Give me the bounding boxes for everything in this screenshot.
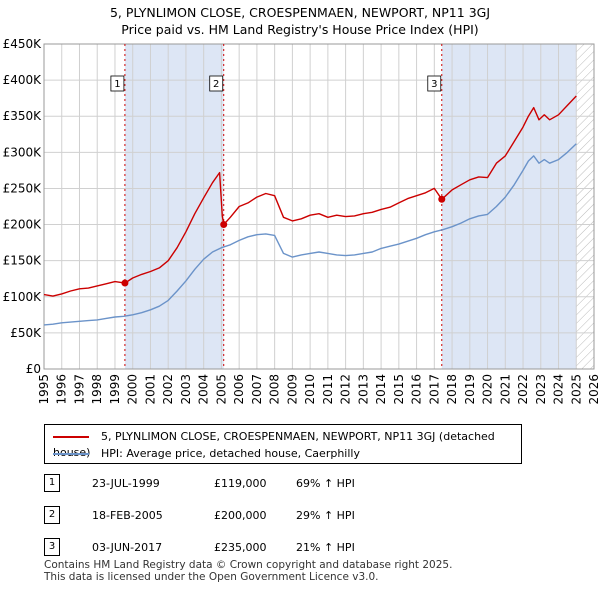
sale-label-number: 2 [213, 79, 219, 90]
x-tick-label: 2022 [516, 374, 530, 405]
x-tick-label: 2005 [214, 374, 228, 405]
legend: 5, PLYNLIMON CLOSE, CROESPENMAEN, NEWPOR… [44, 424, 522, 464]
x-tick-label: 2021 [498, 374, 512, 405]
y-tick-label: £450K [3, 37, 43, 51]
footer-attribution: Contains HM Land Registry data © Crown c… [44, 559, 453, 583]
sale-hpi-change: 69% ↑ HPI [296, 477, 355, 490]
x-tick-label: 2007 [250, 374, 264, 405]
x-tick-label: 2018 [445, 374, 459, 405]
y-tick-label: £250K [3, 181, 43, 195]
sale-point [121, 279, 129, 287]
chart-title: 5, PLYNLIMON CLOSE, CROESPENMAEN, NEWPOR… [0, 4, 600, 38]
y-tick-label: £350K [3, 109, 43, 123]
legend-label-property: 5, PLYNLIMON CLOSE, CROESPENMAEN, NEWPOR… [53, 430, 495, 459]
x-tick-label: 2011 [321, 374, 335, 405]
y-tick-label: £400K [3, 73, 43, 87]
y-tick-label: £300K [3, 145, 43, 159]
x-tick-label: 2008 [268, 374, 282, 405]
sale-price: £119,000 [214, 477, 267, 490]
x-tick-label: 1999 [108, 374, 122, 405]
x-tick-label: 2010 [303, 374, 317, 405]
hpi-line [44, 143, 577, 326]
x-tick-label: 2025 [569, 374, 583, 405]
x-tick-label: 1996 [55, 374, 69, 405]
sale-price: £235,000 [214, 541, 267, 554]
y-tick-label: £150K [3, 254, 43, 268]
chart-title-line1: 5, PLYNLIMON CLOSE, CROESPENMAEN, NEWPOR… [109, 5, 491, 20]
x-tick-label: 1997 [72, 374, 86, 405]
x-tick-label: 2000 [126, 374, 140, 405]
line-chart: £0 £50K £100K £150K £200K £250K £300K £350K £400… [3, 37, 600, 405]
x-tick-label: 2006 [232, 374, 246, 405]
x-tick-label: 1995 [37, 374, 51, 405]
y-tick-label: £200K [3, 218, 43, 232]
sale-date: 18-FEB-2005 [92, 509, 163, 522]
y-tick-label: £0 [26, 362, 41, 376]
sale-point [438, 195, 446, 203]
x-tick-label: 2014 [374, 374, 388, 405]
footer-line2: This data is licensed under the Open Gov… [44, 570, 379, 583]
x-tick-label: 2003 [179, 374, 193, 405]
legend-item-property: 5, PLYNLIMON CLOSE, CROESPENMAEN, NEWPOR… [53, 429, 521, 459]
y-tick-label: £100K [3, 290, 43, 304]
sale-label-box [110, 75, 125, 92]
sale-number-badge: 3 [44, 538, 60, 556]
footer-line1: Contains HM Land Registry data © Crown c… [44, 559, 453, 571]
legend-swatch-property [53, 436, 89, 438]
property-price-line [44, 95, 577, 297]
sale-date: 03-JUN-2017 [92, 541, 163, 554]
sale-hpi-change: 21% ↑ HPI [296, 541, 355, 554]
legend-label-hpi: HPI: Average price, detached house, Caer… [101, 447, 360, 460]
shaded-period [124, 44, 224, 369]
x-tick-label: 2020 [481, 374, 495, 405]
legend-swatch-hpi [53, 453, 89, 455]
sale-label-number: 1 [114, 79, 120, 90]
shaded-period [441, 44, 577, 369]
x-tick-label: 2017 [427, 374, 441, 405]
sale-hpi-change: 29% ↑ HPI [296, 509, 355, 522]
sale-label-box [209, 75, 224, 92]
x-tick-label: 1998 [90, 374, 104, 405]
x-tick-label: 2019 [463, 374, 477, 405]
sale-point [220, 221, 228, 229]
x-tick-label: 2023 [534, 374, 548, 405]
hatched-future-region [576, 44, 594, 369]
plot-frame [43, 43, 595, 370]
sale-label-box [427, 75, 442, 92]
x-tick-label: 2013 [356, 374, 370, 405]
sale-date: 23-JUL-1999 [92, 477, 160, 490]
x-tick-label: 2001 [143, 374, 157, 405]
x-tick-label: 2009 [285, 374, 299, 405]
sale-price: £200,000 [214, 509, 267, 522]
x-tick-label: 2024 [552, 374, 566, 405]
sale-label-number: 3 [431, 79, 437, 90]
x-tick-label: 2026 [587, 374, 600, 405]
y-tick-label: £50K [10, 326, 42, 340]
legend-item-hpi: HPI: Average price, detached house, Caer… [53, 446, 360, 462]
sale-number-badge: 1 [44, 474, 60, 492]
chart-title-line2: Price paid vs. HM Land Registry's House … [121, 22, 479, 37]
sale-number-badge: 2 [44, 506, 60, 524]
x-tick-label: 2016 [410, 374, 424, 405]
x-tick-label: 2012 [339, 374, 353, 405]
x-tick-label: 2004 [197, 374, 211, 405]
x-tick-label: 2002 [161, 374, 175, 405]
x-tick-label: 2015 [392, 374, 406, 405]
